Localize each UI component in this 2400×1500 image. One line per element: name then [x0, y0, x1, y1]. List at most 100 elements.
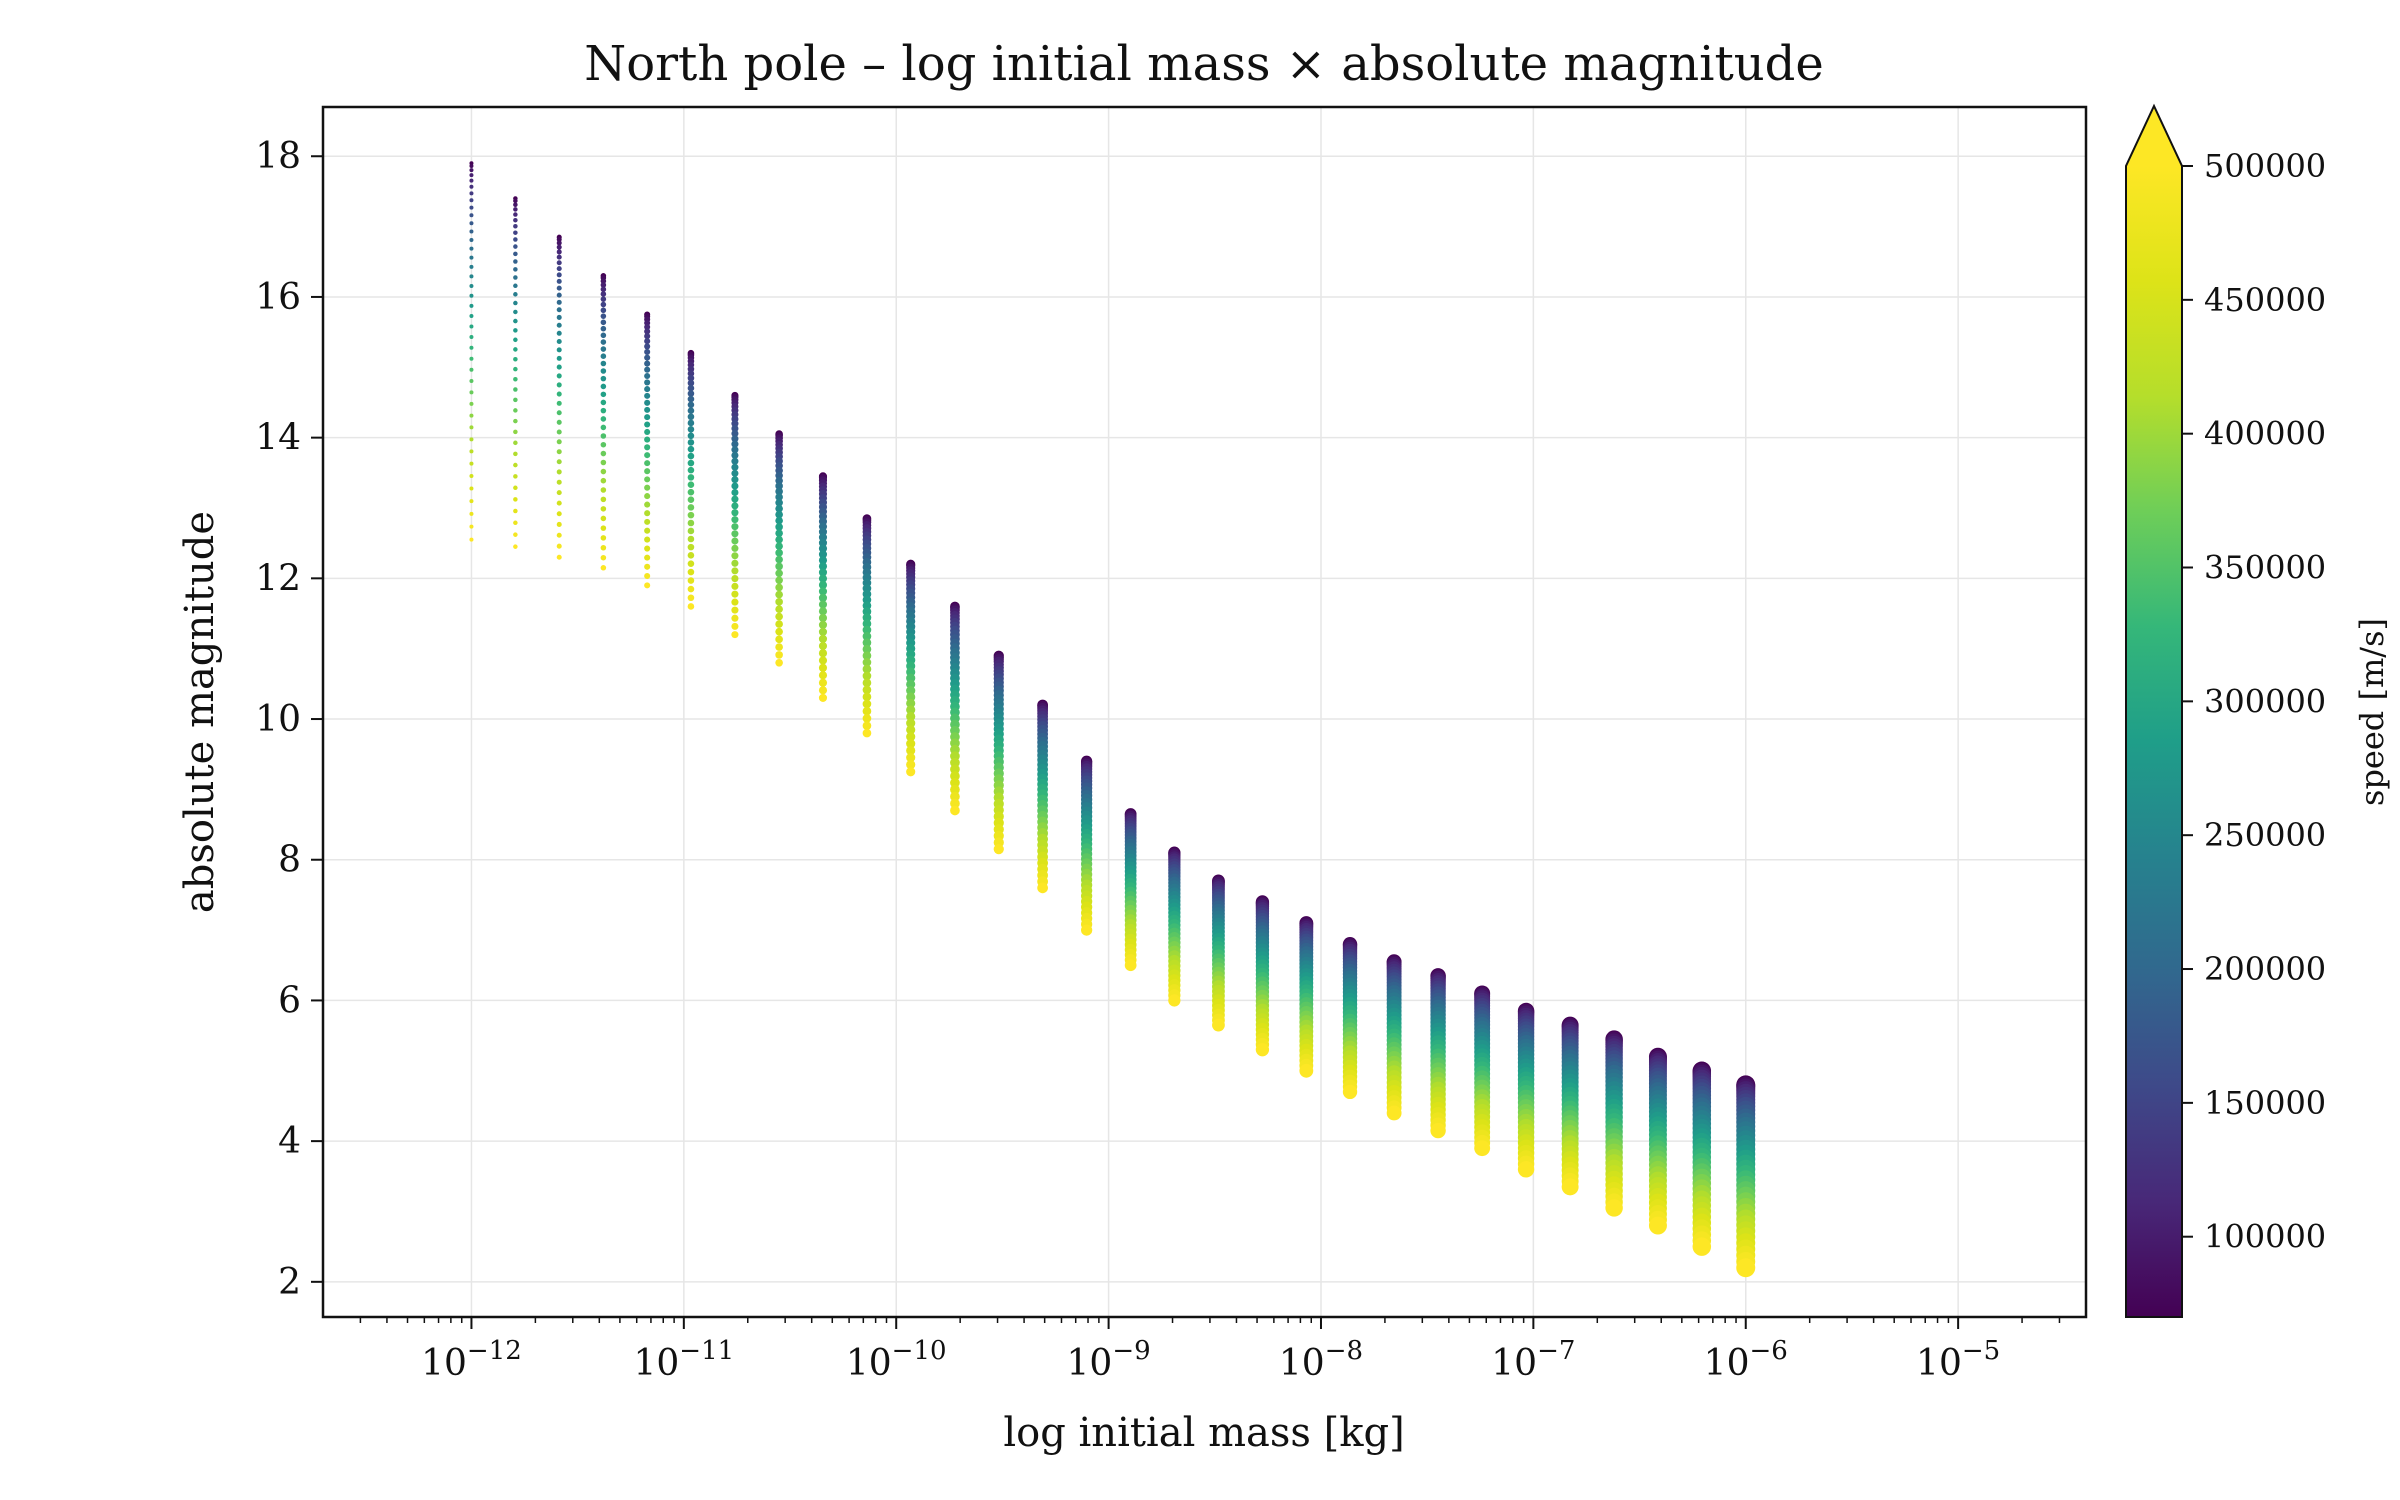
data-point — [818, 550, 828, 559]
data-point — [600, 313, 607, 319]
data-point — [600, 477, 607, 484]
data-point — [906, 692, 916, 702]
data-point — [1037, 882, 1048, 894]
x-tick-base: 10 — [846, 1343, 892, 1384]
data-point — [687, 585, 695, 593]
data-point — [513, 508, 518, 514]
colorbar-tick-label: 400000 — [2204, 415, 2326, 453]
data-point — [775, 627, 783, 636]
data-point — [469, 474, 474, 479]
data-point — [513, 520, 518, 526]
data-point — [1212, 1018, 1225, 1032]
data-point — [556, 299, 562, 305]
data-point — [1299, 1063, 1314, 1078]
data-point — [862, 601, 872, 610]
data-point — [950, 764, 960, 775]
colorbar-gradient — [2126, 166, 2182, 1317]
data-point — [906, 718, 916, 728]
data-point — [469, 437, 474, 442]
data-point — [469, 303, 474, 308]
data-point — [600, 525, 607, 531]
data-point — [906, 725, 916, 735]
data-point — [731, 530, 739, 538]
data-point — [513, 356, 518, 362]
y-tick-label: 12 — [255, 558, 301, 599]
data-point — [731, 451, 739, 459]
data-points — [469, 161, 1756, 1278]
data-point — [818, 600, 828, 609]
data-point — [731, 446, 739, 454]
data-point — [818, 562, 828, 571]
data-point — [731, 429, 739, 438]
data-point — [600, 450, 607, 457]
data-point — [513, 318, 518, 324]
data-point — [731, 552, 739, 560]
data-point — [731, 523, 739, 531]
data-point — [775, 535, 783, 544]
data-point — [469, 461, 474, 466]
data-point — [687, 432, 695, 440]
data-point — [469, 367, 474, 372]
data-point — [644, 372, 651, 380]
data-point — [862, 638, 872, 647]
data-point — [731, 516, 739, 524]
data-point — [644, 421, 651, 428]
data-point — [687, 504, 695, 511]
data-point — [469, 356, 474, 361]
data-point — [644, 510, 651, 517]
data-point — [818, 607, 828, 616]
colorbar-label: speed [m/s] — [2353, 618, 2391, 806]
data-point — [775, 476, 783, 485]
data-point — [600, 416, 607, 422]
data-point — [600, 535, 607, 541]
data-point — [731, 509, 739, 517]
data-point — [731, 495, 739, 503]
data-point — [818, 593, 828, 602]
data-point — [556, 249, 562, 255]
data-point — [513, 408, 518, 413]
data-point — [644, 428, 651, 435]
x-tick-exponent: −5 — [1962, 1336, 2000, 1366]
data-point — [600, 565, 607, 571]
data-point — [906, 705, 916, 715]
data-point — [513, 387, 518, 392]
data-point — [469, 213, 474, 218]
chart-title: North pole – log initial mass × absolute… — [584, 36, 1824, 92]
data-point — [644, 324, 651, 331]
data-point — [687, 560, 695, 567]
x-tick-exponent: −10 — [892, 1336, 947, 1366]
data-point — [513, 328, 518, 333]
colorbar-tick-label: 200000 — [2204, 950, 2326, 988]
data-point — [600, 554, 607, 561]
data-point — [469, 413, 474, 418]
data-point — [731, 435, 739, 443]
data-point — [469, 511, 474, 516]
data-point — [469, 449, 474, 454]
data-point — [775, 635, 783, 644]
data-point — [644, 545, 651, 552]
x-tick-exponent: −8 — [1325, 1336, 1363, 1366]
data-point — [513, 532, 518, 537]
data-point — [1561, 1178, 1579, 1196]
data-point — [469, 163, 474, 168]
x-tick-label: 10−10 — [846, 1336, 947, 1384]
data-point — [513, 283, 518, 289]
data-point — [556, 322, 562, 328]
data-point — [644, 354, 651, 361]
data-point — [644, 563, 651, 570]
data-point — [862, 678, 872, 688]
data-point — [906, 711, 916, 722]
data-point — [600, 296, 607, 302]
data-point — [600, 346, 607, 352]
data-point — [644, 582, 651, 589]
data-point — [469, 425, 474, 430]
data-point — [731, 424, 739, 433]
data-point — [687, 407, 695, 414]
data-point — [644, 379, 651, 386]
y-tick-label: 18 — [255, 136, 301, 177]
data-point — [556, 278, 562, 284]
data-point — [862, 658, 872, 667]
data-point — [556, 307, 562, 313]
data-point — [950, 798, 960, 809]
